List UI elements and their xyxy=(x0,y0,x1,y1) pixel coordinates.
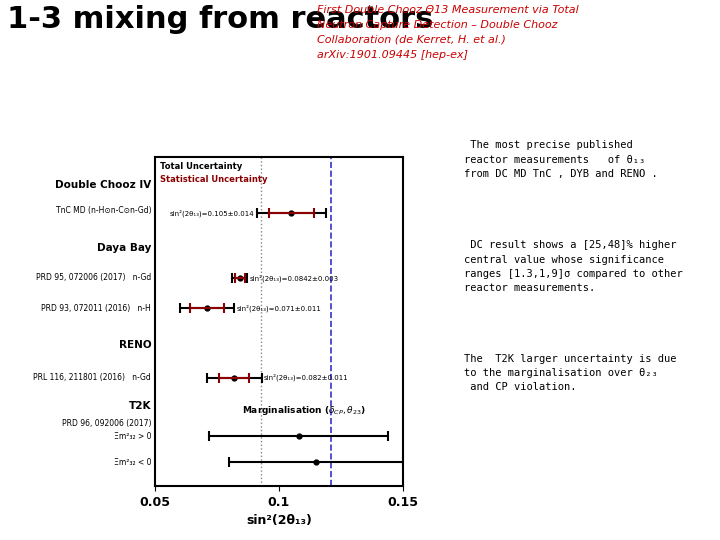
Text: RENO: RENO xyxy=(119,340,151,350)
Text: T2K: T2K xyxy=(129,401,151,411)
Text: Ξm²₃₂ > 0: Ξm²₃₂ > 0 xyxy=(114,431,151,441)
Text: TnC MD (n-H⊙n-C⊙n-Gd): TnC MD (n-H⊙n-C⊙n-Gd) xyxy=(55,206,151,215)
Text: Marginalisation ($\delta_{CP},\theta_{23}$): Marginalisation ($\delta_{CP},\theta_{23… xyxy=(242,404,366,417)
Text: sin²(2θ₁₃)=0.0842±0.003: sin²(2θ₁₃)=0.0842±0.003 xyxy=(250,274,339,282)
Text: PRD 95, 072006 (2017)   n-Gd: PRD 95, 072006 (2017) n-Gd xyxy=(36,273,151,282)
Text: PRD 93, 072011 (2016)   n-H: PRD 93, 072011 (2016) n-H xyxy=(42,304,151,313)
Text: PRL 116, 211801 (2016)   n-Gd: PRL 116, 211801 (2016) n-Gd xyxy=(33,373,151,382)
Text: 1-3 mixing from reactors: 1-3 mixing from reactors xyxy=(7,5,433,35)
Text: DC result shows a [25,48]% higher
central value whose significance
ranges [1.3,1: DC result shows a [25,48]% higher centra… xyxy=(464,240,683,294)
Text: sin²(2θ₁₃)=0.071±0.011: sin²(2θ₁₃)=0.071±0.011 xyxy=(237,305,322,312)
Text: The most precise published
reactor measurements   of θ₁₃
from DC MD TnC , DYB an: The most precise published reactor measu… xyxy=(464,140,658,179)
Text: Statistical Uncertainty: Statistical Uncertainty xyxy=(160,175,267,184)
Text: First Double Chooz Θ13 Measurement via Total
Neutron Capture Detection – Double : First Double Chooz Θ13 Measurement via T… xyxy=(317,5,579,60)
Text: PRD 96, 092006 (2017): PRD 96, 092006 (2017) xyxy=(62,418,151,428)
Text: The  T2K larger uncertainty is due
to the marginalisation over θ₂₃
 and CP viola: The T2K larger uncertainty is due to the… xyxy=(464,354,677,393)
Text: Daya Bay: Daya Bay xyxy=(96,242,151,253)
Text: sin²(2θ₁₃)=0.105±0.014: sin²(2θ₁₃)=0.105±0.014 xyxy=(169,209,254,217)
Text: Double Chooz IV: Double Chooz IV xyxy=(55,180,151,190)
Text: sin²(2θ₁₃)=0.082±0.011: sin²(2θ₁₃)=0.082±0.011 xyxy=(264,374,349,381)
Text: Total Uncertainty: Total Uncertainty xyxy=(160,161,242,171)
X-axis label: sin²(2θ₁₃): sin²(2θ₁₃) xyxy=(246,514,312,527)
Text: Ξm²₃₂ < 0: Ξm²₃₂ < 0 xyxy=(114,458,151,467)
